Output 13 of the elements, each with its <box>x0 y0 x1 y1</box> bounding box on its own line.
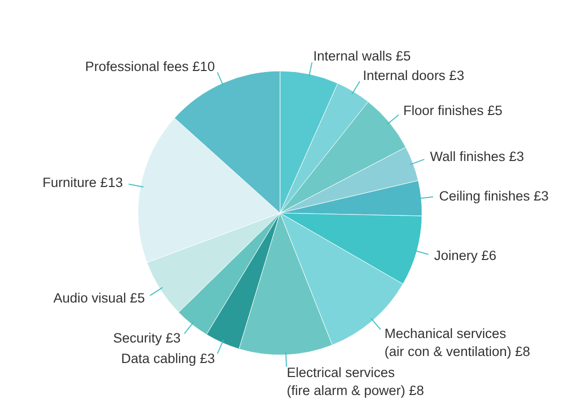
slice-label: Data cabling £3 <box>121 351 215 366</box>
slice-label: Audio visual £5 <box>53 290 145 306</box>
slice-label: Internal walls £5 <box>313 48 411 64</box>
slice-label: Furniture £13 <box>42 175 123 190</box>
slice-label: Wall finishes £3 <box>430 149 524 164</box>
slice-label: Joinery £6 <box>434 248 496 264</box>
slice-label: Ceiling finishes £3 <box>439 188 549 204</box>
slice-label: Electrical services (fire alarm & power) £8 <box>286 364 424 398</box>
slice-label: Floor finishes £5 <box>403 103 502 118</box>
slice-label: Professional fees £10 <box>85 58 215 74</box>
slice-label: Mechanical services (air con & ventilation) £8 <box>384 326 530 360</box>
slice-label: Security £3 <box>113 330 181 346</box>
slice-label: Internal doors £3 <box>362 68 464 84</box>
